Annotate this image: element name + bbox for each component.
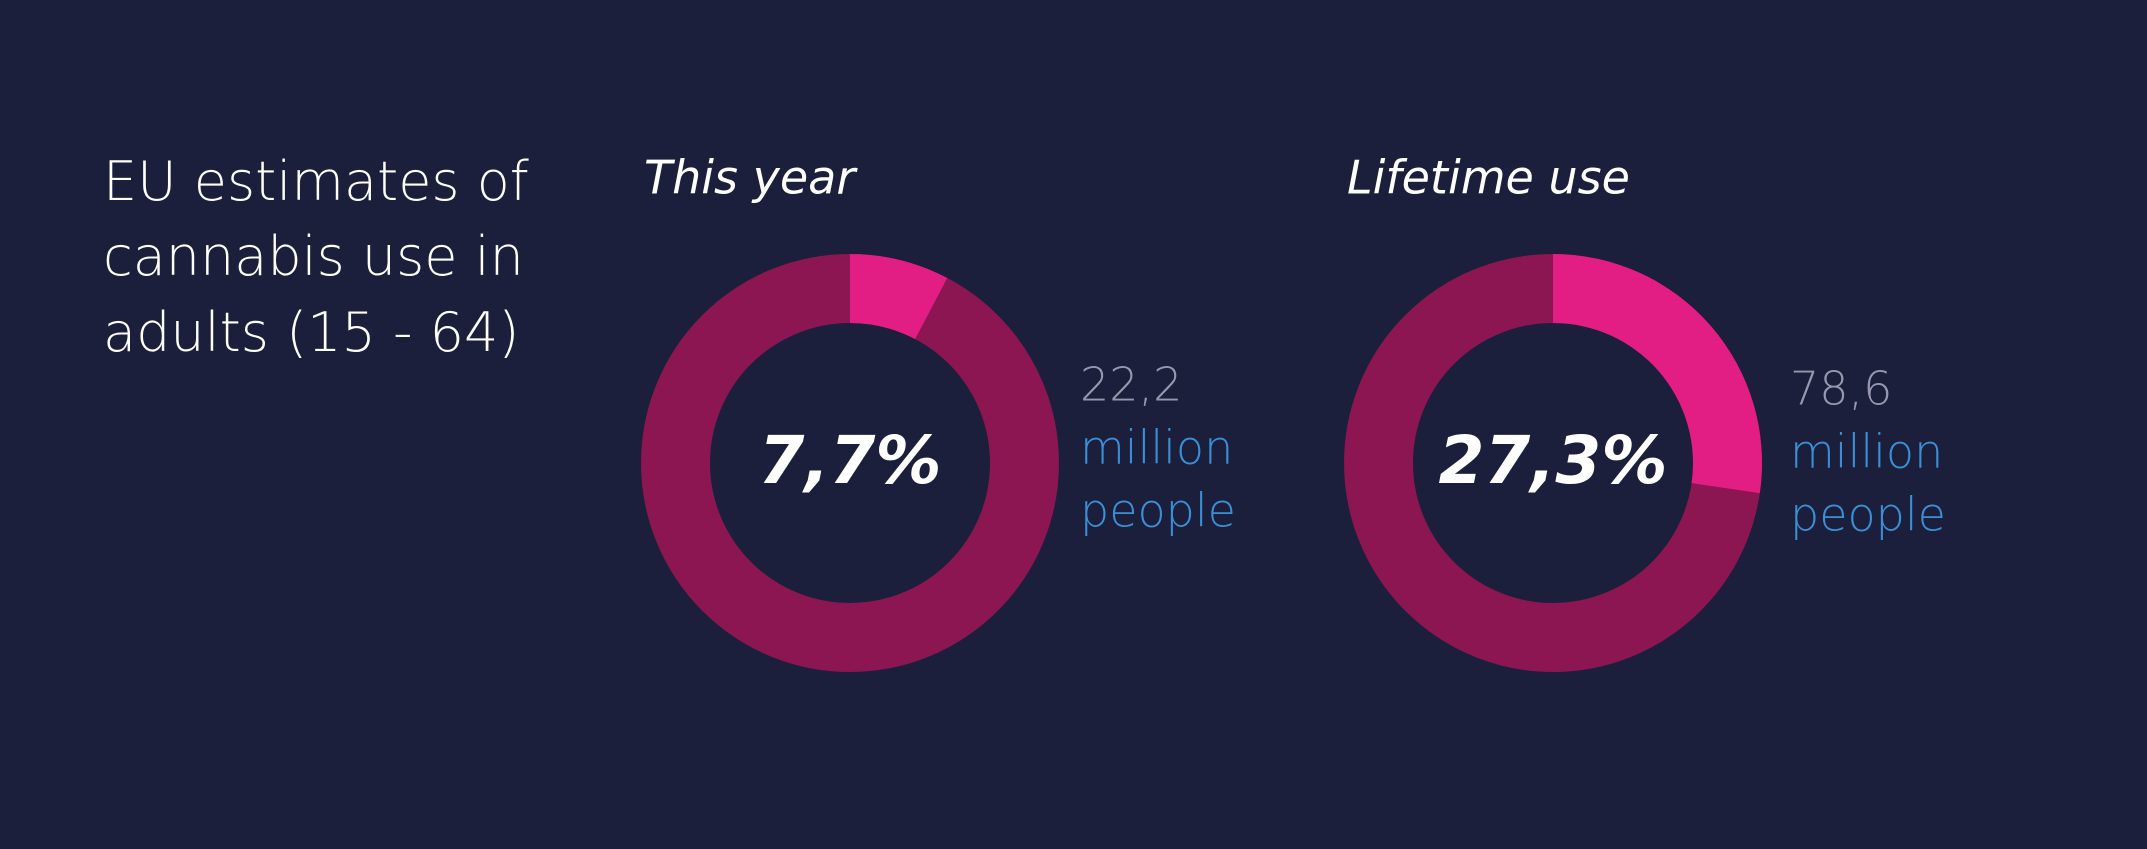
- annotation-number: 22,2: [1080, 358, 1182, 412]
- value-label: 7,7%: [758, 422, 941, 499]
- annotation-unit: people: [1080, 484, 1236, 538]
- donut-slice: [850, 254, 948, 340]
- donut-slice: [1553, 254, 1762, 494]
- title-line: cannabis use in: [103, 225, 524, 288]
- chart-subtitle: This year: [644, 151, 858, 205]
- value-label: 27,3%: [1439, 422, 1668, 499]
- annotation-number: 78,6: [1790, 362, 1892, 416]
- annotation-unit: million: [1080, 421, 1233, 475]
- chart-subtitle: Lifetime use: [1347, 151, 1630, 205]
- annotation-unit: million: [1790, 425, 1943, 479]
- title-line: adults (15 - 64): [103, 301, 519, 364]
- title-line: EU estimates of: [103, 150, 529, 213]
- annotation-unit: people: [1790, 488, 1946, 542]
